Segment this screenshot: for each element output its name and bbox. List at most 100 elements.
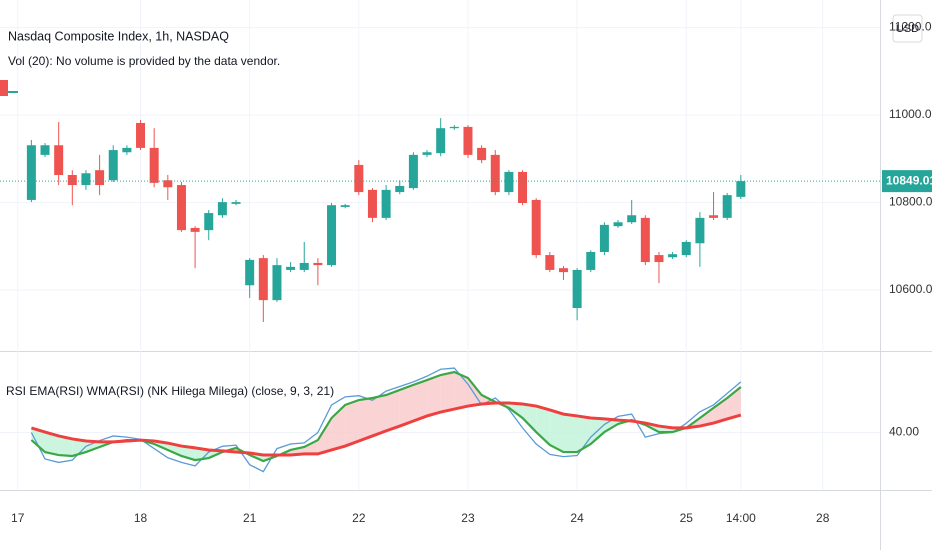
candle-body — [449, 126, 459, 129]
indicator-fill — [358, 398, 373, 442]
candle-body — [340, 205, 350, 207]
candle-body — [26, 145, 36, 200]
candle-body — [54, 145, 64, 175]
candle-body — [40, 145, 50, 155]
candle-body — [572, 269, 582, 308]
candle-body — [190, 227, 200, 232]
candle-body — [586, 252, 596, 270]
candle-body — [695, 217, 705, 244]
indicator-fill — [522, 403, 537, 433]
candle-body — [327, 205, 337, 266]
candle-body — [245, 259, 255, 286]
indicator-fill — [577, 415, 591, 453]
time-tick-label: 21 — [243, 511, 257, 525]
candle-body — [422, 152, 432, 155]
indicator-tick-label: 40.00 — [889, 425, 919, 439]
candle-body — [231, 202, 241, 204]
indicator-line — [30, 367, 742, 473]
price-tick-label: 11000.00 — [889, 107, 932, 121]
currency-button[interactable] — [892, 14, 923, 43]
time-tick-label: 22 — [352, 511, 366, 525]
candle-body — [95, 170, 105, 186]
candle-body — [136, 122, 146, 148]
candle-body — [558, 268, 568, 273]
indicator-fill — [386, 389, 400, 431]
last-price-label: 10849.01 — [886, 173, 932, 187]
candle-body — [258, 258, 268, 301]
candle-body — [736, 181, 746, 197]
indicator-fill — [549, 409, 564, 453]
indicator-fill — [413, 380, 428, 421]
candle-body — [122, 147, 132, 153]
time-tick-label: 25 — [680, 511, 694, 525]
candle-body — [272, 265, 282, 301]
candle-body — [163, 180, 173, 188]
candle-body — [681, 241, 691, 256]
indicator-fill — [699, 407, 714, 427]
indicator-fill — [399, 384, 414, 427]
time-tick-label: 14:00 — [726, 511, 756, 525]
time-tick-label: 24 — [570, 511, 584, 525]
candle-body — [463, 126, 473, 155]
indicator-line — [30, 401, 742, 457]
candle-body — [176, 185, 186, 231]
time-tick-label: 17 — [11, 511, 25, 525]
indicator-fill — [427, 375, 441, 416]
candle-body — [668, 254, 678, 258]
candle-body — [286, 266, 296, 270]
time-tick-label: 18 — [134, 511, 148, 525]
indicator-fill — [345, 400, 359, 447]
currency-label[interactable]: USD — [896, 23, 919, 35]
candle-body — [477, 147, 487, 161]
time-tick-label: 23 — [461, 511, 475, 525]
price-tick-label: 10800.00 — [889, 195, 932, 209]
candle-body — [627, 215, 637, 223]
indicator-fill — [317, 418, 332, 454]
indicator-line — [30, 370, 742, 463]
last-price-tag — [882, 170, 932, 193]
candle-body — [654, 255, 664, 263]
indicator-legend: RSI EMA(RSI) WMA(RSI) (NK Hilega Milega)… — [6, 384, 334, 398]
indicator-fill — [85, 441, 100, 453]
indicator-fill — [304, 440, 318, 454]
candle-body — [545, 255, 555, 270]
candle-body — [436, 128, 446, 154]
indicator-fill — [454, 372, 468, 410]
candle-body — [313, 262, 323, 266]
candle-body — [67, 175, 77, 186]
indicator-fill — [563, 414, 578, 453]
indicator-fill — [31, 427, 46, 453]
indicator-fill — [58, 435, 73, 456]
indicator-fill — [45, 432, 59, 456]
candle-body — [149, 147, 159, 183]
candle-body — [722, 195, 732, 218]
candle-body — [709, 215, 719, 218]
candle-body — [613, 222, 623, 227]
price-tick-label: 10600.00 — [889, 282, 932, 296]
candle-body — [531, 199, 541, 256]
volume-legend: Vol (20): No volume is provided by the d… — [8, 54, 280, 68]
indicator-fill — [440, 372, 455, 413]
candle-body — [367, 189, 377, 218]
indicator-fill — [72, 438, 86, 456]
indicator-fill — [727, 386, 741, 419]
candle-body — [299, 262, 309, 270]
candle-body — [395, 185, 405, 193]
symbol-legend: Nasdaq Composite Index, 1h, NASDAQ — [8, 29, 229, 43]
volume-marker — [0, 80, 8, 96]
candle-body — [81, 173, 91, 186]
candle-body — [204, 213, 214, 231]
candle-body — [504, 171, 514, 193]
candle-body — [217, 202, 227, 216]
candle-body — [354, 164, 364, 193]
candle-body — [518, 171, 528, 203]
candle-body — [640, 217, 650, 263]
indicator-fill — [713, 398, 728, 424]
candle-body — [381, 189, 391, 218]
candle-body — [108, 150, 118, 181]
indicator-fill — [372, 395, 387, 436]
candle-body — [490, 154, 500, 193]
candle-body — [408, 154, 418, 189]
